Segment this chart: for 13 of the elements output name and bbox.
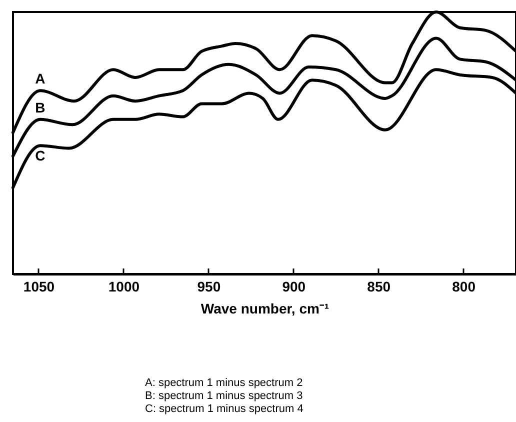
x-tick-label: 1000	[108, 278, 140, 294]
series-label: B	[35, 99, 46, 116]
x-axis-title: Wave number, cm⁻¹	[200, 300, 330, 316]
x-tick-label: 1050	[23, 278, 55, 294]
series-label: C	[35, 148, 46, 164]
text: B: spectrum 1 minus spectrum 3	[145, 390, 304, 403]
series-label: A	[35, 70, 46, 87]
x-tick-label: 800	[452, 278, 476, 294]
text: C: spectrum 1 minus spectrum 4	[145, 403, 304, 416]
x-tick-label: 900	[282, 278, 306, 294]
x-tick-label: 950	[197, 278, 221, 294]
x-tick-label: 850	[367, 278, 391, 294]
text: A: spectrum 1 minus spectrum 2	[145, 377, 304, 390]
